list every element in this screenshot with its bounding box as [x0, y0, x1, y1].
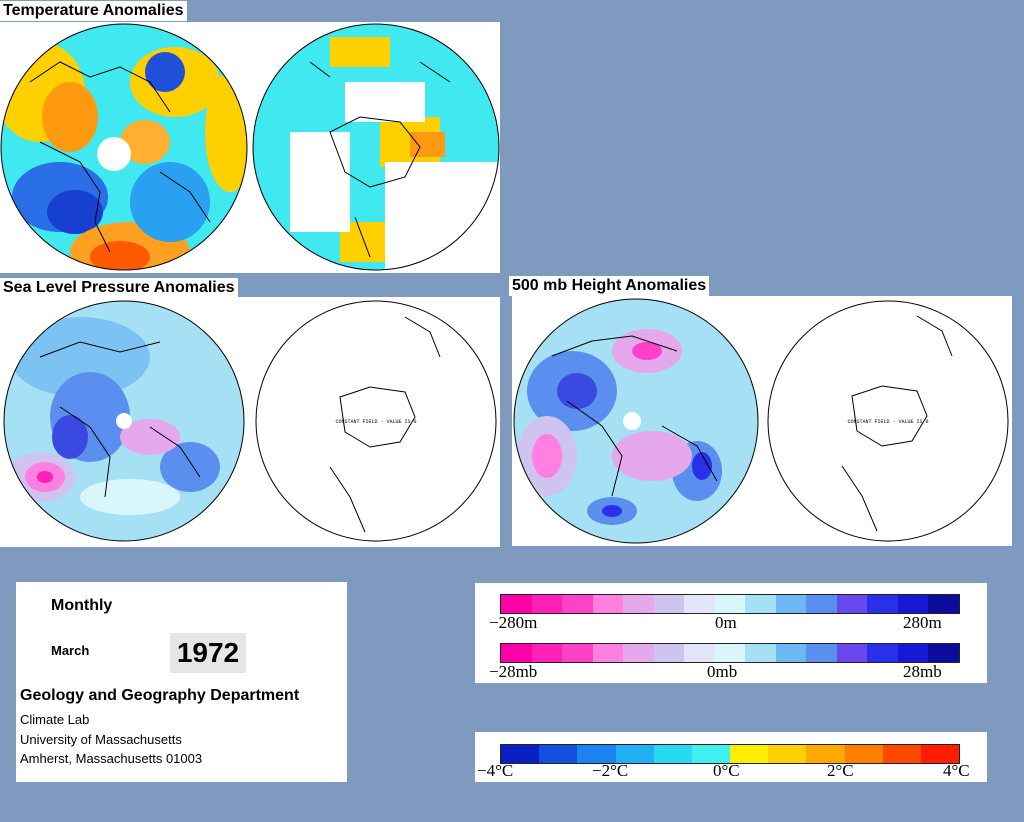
color-swatch	[684, 595, 715, 613]
temp-legend-2: 2°C	[827, 761, 854, 780]
color-swatch	[531, 644, 563, 662]
color-swatch	[531, 595, 563, 613]
pressure-legend-mid: 0mb	[707, 662, 738, 681]
lab-name: Climate Lab	[20, 712, 90, 727]
color-swatch	[836, 595, 868, 613]
month-label: March	[51, 643, 90, 658]
south-hemisphere-height-map	[767, 300, 1009, 542]
height-anomalies-title: 500 mb Height Anomalies	[509, 276, 710, 296]
pressure-legend-max: 28mb	[903, 662, 942, 681]
color-swatch	[882, 745, 921, 763]
height-globes: CONSTANT FIELD - VALUE IS 0	[513, 298, 1009, 544]
color-swatch	[867, 644, 898, 662]
department-name: Geology and Geography Department	[20, 687, 300, 704]
temperature-color-bar	[500, 744, 960, 764]
temperature-globes	[0, 23, 500, 271]
slp-constant-field-note: CONSTANT FIELD - VALUE IS 0	[335, 419, 416, 425]
temp-legend-0: 0°C	[713, 761, 740, 780]
color-swatch	[768, 745, 807, 763]
temperature-maps-panel	[0, 22, 500, 273]
height-pressure-legend: −280m 0m 280m −28mb 0mb 28mb	[475, 583, 987, 683]
color-swatch	[623, 644, 654, 662]
color-swatch	[592, 644, 624, 662]
slp-maps-panel: CONSTANT FIELD - VALUE IS 0	[0, 297, 500, 547]
height-legend-max: 280m	[903, 613, 942, 632]
north-hemisphere-height-map	[514, 299, 758, 543]
color-swatch	[775, 644, 807, 662]
north-hemisphere-temperature-map	[1, 24, 247, 270]
color-swatch	[653, 644, 685, 662]
color-swatch	[806, 595, 837, 613]
color-swatch	[501, 644, 532, 662]
color-swatch	[920, 745, 960, 763]
color-swatch	[615, 745, 654, 763]
color-swatch	[928, 595, 959, 613]
color-swatch	[539, 745, 578, 763]
height-legend-mid: 0m	[715, 613, 737, 632]
color-swatch	[806, 745, 845, 763]
color-swatch	[730, 745, 769, 763]
height-legend-min: −280m	[489, 613, 538, 632]
height-color-bar	[500, 594, 960, 614]
temp-legend-minus4: −4°C	[477, 761, 514, 780]
color-swatch	[745, 644, 776, 662]
color-swatch	[844, 745, 883, 763]
color-swatch	[775, 595, 807, 613]
temp-legend-minus2: −2°C	[592, 761, 629, 780]
color-swatch	[501, 745, 540, 763]
info-box: Monthly March 1972 Geology and Geography…	[16, 582, 347, 782]
color-swatch	[867, 595, 898, 613]
color-swatch	[653, 745, 692, 763]
south-hemisphere-temperature-map	[253, 24, 499, 270]
color-swatch	[684, 644, 715, 662]
color-swatch	[745, 595, 776, 613]
color-swatch	[562, 644, 593, 662]
color-swatch	[501, 595, 532, 613]
pressure-color-bar	[500, 643, 960, 663]
color-swatch	[623, 595, 654, 613]
color-swatch	[928, 644, 959, 662]
north-hemisphere-slp-map	[4, 301, 244, 541]
address-line: Amherst, Massachusetts 01003	[20, 751, 203, 766]
color-swatch	[897, 595, 929, 613]
color-swatch	[592, 595, 624, 613]
university-name: University of Massachusetts	[20, 732, 182, 747]
temp-legend-4: 4°C	[943, 761, 970, 780]
color-swatch	[577, 745, 616, 763]
color-swatch	[691, 745, 731, 763]
height-constant-field-note: CONSTANT FIELD - VALUE IS 0	[847, 419, 928, 425]
color-swatch	[562, 595, 593, 613]
height-maps-panel: CONSTANT FIELD - VALUE IS 0	[512, 296, 1012, 546]
temperature-legend: −4°C −2°C 0°C 2°C 4°C	[475, 732, 987, 782]
color-swatch	[714, 644, 746, 662]
slp-anomalies-title: Sea Level Pressure Anomalies	[0, 278, 238, 298]
year-display: 1972	[170, 633, 246, 673]
color-swatch	[714, 595, 746, 613]
color-swatch	[653, 595, 685, 613]
temperature-anomalies-title: Temperature Anomalies	[0, 1, 187, 21]
pressure-legend-min: −28mb	[489, 662, 538, 681]
color-swatch	[836, 644, 868, 662]
color-swatch	[806, 644, 837, 662]
color-swatch	[897, 644, 929, 662]
south-hemisphere-slp-map	[255, 300, 497, 542]
period-label: Monthly	[51, 597, 113, 614]
slp-globes: CONSTANT FIELD - VALUE IS 0	[3, 300, 497, 542]
